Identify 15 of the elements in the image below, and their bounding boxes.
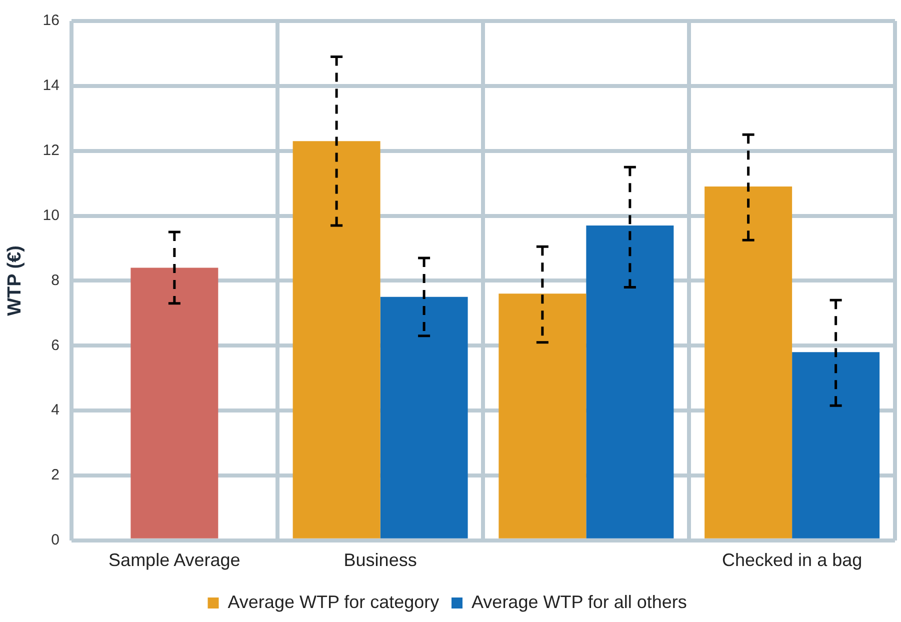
x-tick-label: Sample Average [108,550,240,570]
legend-label: Average WTP for category [228,592,440,612]
y-tick-label: 2 [51,466,60,484]
y-tick-label: 4 [51,402,60,419]
y-tick-label: 12 [42,142,60,159]
y-axis-title: WTP (€) [4,246,26,316]
x-tick-label: Checked in a bag [722,550,862,570]
legend-label: Average WTP for all others [472,592,687,612]
y-tick-label: 6 [51,336,60,354]
y-tick-label: 10 [42,206,60,224]
y-tick-label: 0 [51,532,60,549]
y-tick-label: 8 [51,272,60,289]
y-tick-label: 16 [42,12,60,30]
y-tick-label: 14 [42,77,60,94]
x-tick-label: Business [344,550,417,570]
